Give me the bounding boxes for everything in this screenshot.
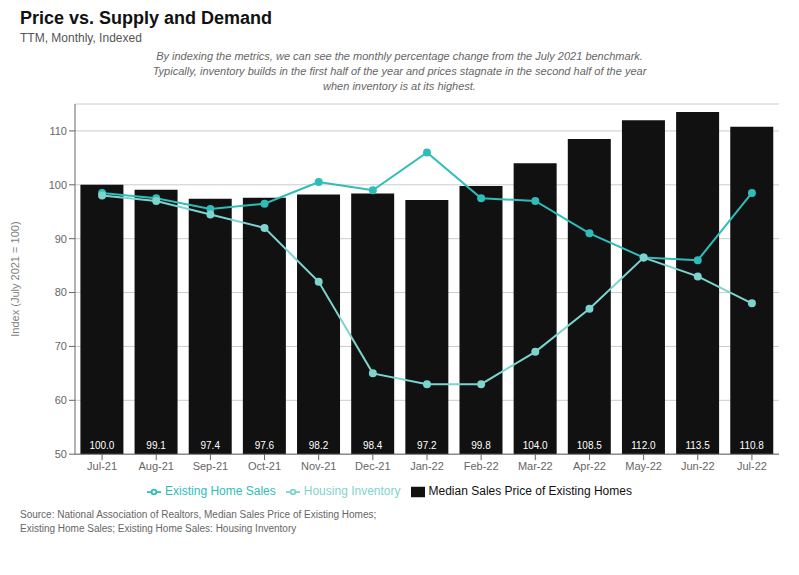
svg-text:Jul-22: Jul-22 — [737, 460, 767, 472]
html-text:TTM, Monthly, Indexed: TTM, Monthly, Indexed — [20, 31, 142, 45]
html-text:Median Sales Price of Existing: Median Sales Price of Existing Homes — [428, 484, 632, 499]
svg-text:113.5: 113.5 — [685, 440, 710, 451]
svg-text:98.2: 98.2 — [309, 440, 329, 451]
html-text:Housing Inventory: Housing Inventory — [303, 484, 401, 499]
svg-text:Jul-21: Jul-21 — [87, 460, 117, 472]
svg-text:100.0: 100.0 — [89, 440, 114, 451]
svg-text:Feb-22: Feb-22 — [464, 460, 499, 472]
svg-text:90: 90 — [55, 233, 67, 245]
svg-text:Jan-22: Jan-22 — [410, 460, 444, 472]
svg-text:May-22: May-22 — [625, 460, 662, 472]
svg-text:97.2: 97.2 — [417, 440, 437, 451]
svg-text:Apr-22: Apr-22 — [573, 460, 606, 472]
svg-text:Dec-21: Dec-21 — [355, 460, 390, 472]
svg-text:Mar-22: Mar-22 — [518, 460, 553, 472]
svg-text:98.4: 98.4 — [363, 440, 383, 451]
svg-text:Index (July 2021 = 100): Index (July 2021 = 100) — [9, 221, 21, 336]
svg-text:99.8: 99.8 — [471, 440, 491, 451]
svg-text:80: 80 — [55, 286, 67, 298]
svg-text:110.8: 110.8 — [740, 440, 765, 451]
svg-text:Oct-21: Oct-21 — [248, 460, 281, 472]
html-text:By indexing the metrics, we ca: By indexing the metrics, we can see the … — [152, 50, 647, 92]
svg-text:99.1: 99.1 — [146, 440, 166, 451]
svg-text:110: 110 — [49, 125, 67, 137]
svg-text:108.5: 108.5 — [577, 440, 602, 451]
svg-text:100: 100 — [49, 179, 67, 191]
html-text:Source: National Association o: Source: National Association of Realtors… — [20, 509, 377, 534]
html-text:Price vs. Supply and Demand: Price vs. Supply and Demand — [20, 8, 273, 28]
svg-text:97.4: 97.4 — [200, 440, 220, 451]
svg-text:Sep-21: Sep-21 — [193, 460, 228, 472]
svg-text:112.0: 112.0 — [631, 440, 656, 451]
svg-text:97.6: 97.6 — [255, 440, 275, 451]
svg-text:70: 70 — [55, 340, 67, 352]
svg-text:50: 50 — [55, 448, 67, 460]
svg-text:Nov-21: Nov-21 — [301, 460, 336, 472]
svg-text:104.0: 104.0 — [523, 440, 548, 451]
svg-text:Jun-22: Jun-22 — [681, 460, 715, 472]
svg-text:60: 60 — [55, 394, 67, 406]
html-text:Existing Home Sales: Existing Home Sales — [165, 484, 276, 499]
svg-text:Aug-21: Aug-21 — [138, 460, 173, 472]
